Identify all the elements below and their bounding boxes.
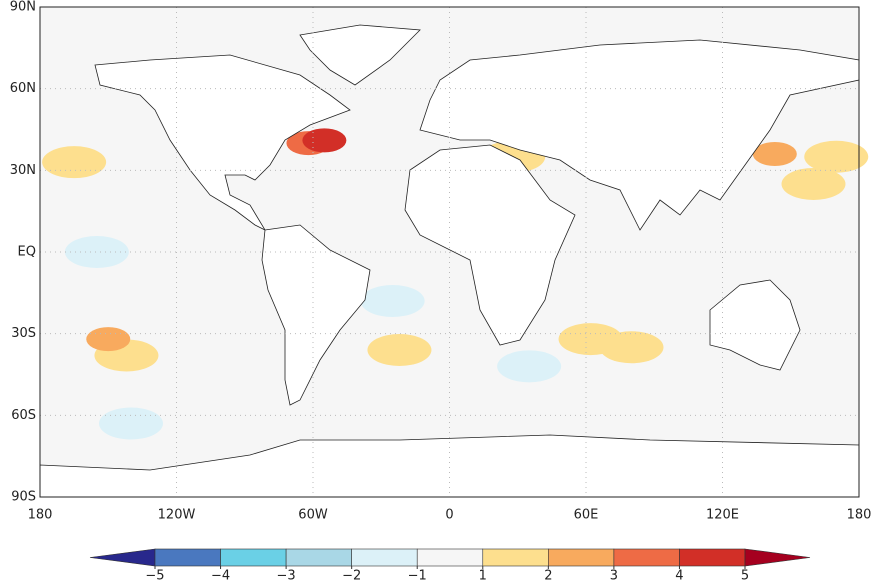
colorbar-tick-label: 3	[610, 569, 618, 583]
anomaly-patch	[360, 285, 425, 317]
anomaly-patch	[781, 167, 846, 200]
south-america	[261, 224, 371, 406]
colorbar-segment	[548, 548, 615, 567]
anomaly-patch	[752, 142, 797, 166]
land	[39, 24, 860, 498]
x-tick-label: 0	[445, 508, 453, 523]
colorbar-segment	[285, 548, 352, 567]
x-tick-label: 180	[847, 508, 872, 523]
colorbar-segment	[613, 548, 680, 567]
anomaly-patch	[497, 350, 562, 383]
anomaly-patch	[99, 407, 163, 440]
anomaly-patch	[86, 327, 131, 352]
anomaly-patch	[302, 128, 347, 153]
colorbar-segment	[679, 548, 746, 567]
colorbar-extend-low	[89, 548, 156, 567]
greenland	[299, 24, 421, 86]
x-tick-label: 120E	[706, 508, 739, 523]
anomaly-patch	[804, 140, 869, 173]
colorbar-tick-label: 2	[544, 569, 552, 583]
colorbar-tick-label: −1	[408, 569, 427, 583]
y-tick-label: 90N	[10, 0, 36, 15]
colorbar-segment	[351, 548, 418, 567]
anomaly-patch	[367, 334, 432, 366]
colorbar: −5 −4 −3 −2 −1 1 2 3 4 5	[89, 548, 811, 584]
colorbar-tick-label: −3	[277, 569, 296, 583]
australia	[709, 279, 801, 371]
anomaly-patch	[42, 146, 107, 179]
colorbar-extend-high	[744, 548, 811, 567]
colorbar-tick-label: 5	[741, 569, 749, 583]
map-frame	[39, 6, 860, 498]
colorbar-segment	[482, 548, 549, 567]
x-tick-label: 60W	[298, 508, 328, 523]
x-tick-label: 60E	[574, 508, 599, 523]
colorbar-tick-label: 4	[675, 569, 683, 583]
y-tick-label: 90S	[11, 490, 36, 505]
colorbar-segment	[220, 548, 287, 567]
y-tick-label: 60N	[10, 81, 36, 96]
y-tick-label: 60S	[11, 408, 36, 423]
y-tick-label: EQ	[18, 245, 36, 260]
anomaly-patch	[64, 236, 129, 268]
colorbar-tick-label: −5	[145, 569, 164, 583]
colorbar-tick-label: −2	[342, 569, 361, 583]
colorbar-segment	[416, 548, 484, 567]
x-tick-label: 120W	[158, 508, 196, 523]
y-tick-label: 30N	[10, 163, 36, 178]
colorbar-tick-label: 1	[479, 569, 487, 583]
y-tick-label: 30S	[11, 326, 36, 341]
colorbar-tick-label: −4	[211, 569, 230, 583]
eurasia	[419, 39, 860, 231]
africa	[404, 144, 576, 346]
x-tick-label: 180	[28, 508, 53, 523]
colorbar-segment	[154, 548, 221, 567]
anomaly-patch	[599, 331, 664, 364]
north-america	[94, 54, 351, 236]
